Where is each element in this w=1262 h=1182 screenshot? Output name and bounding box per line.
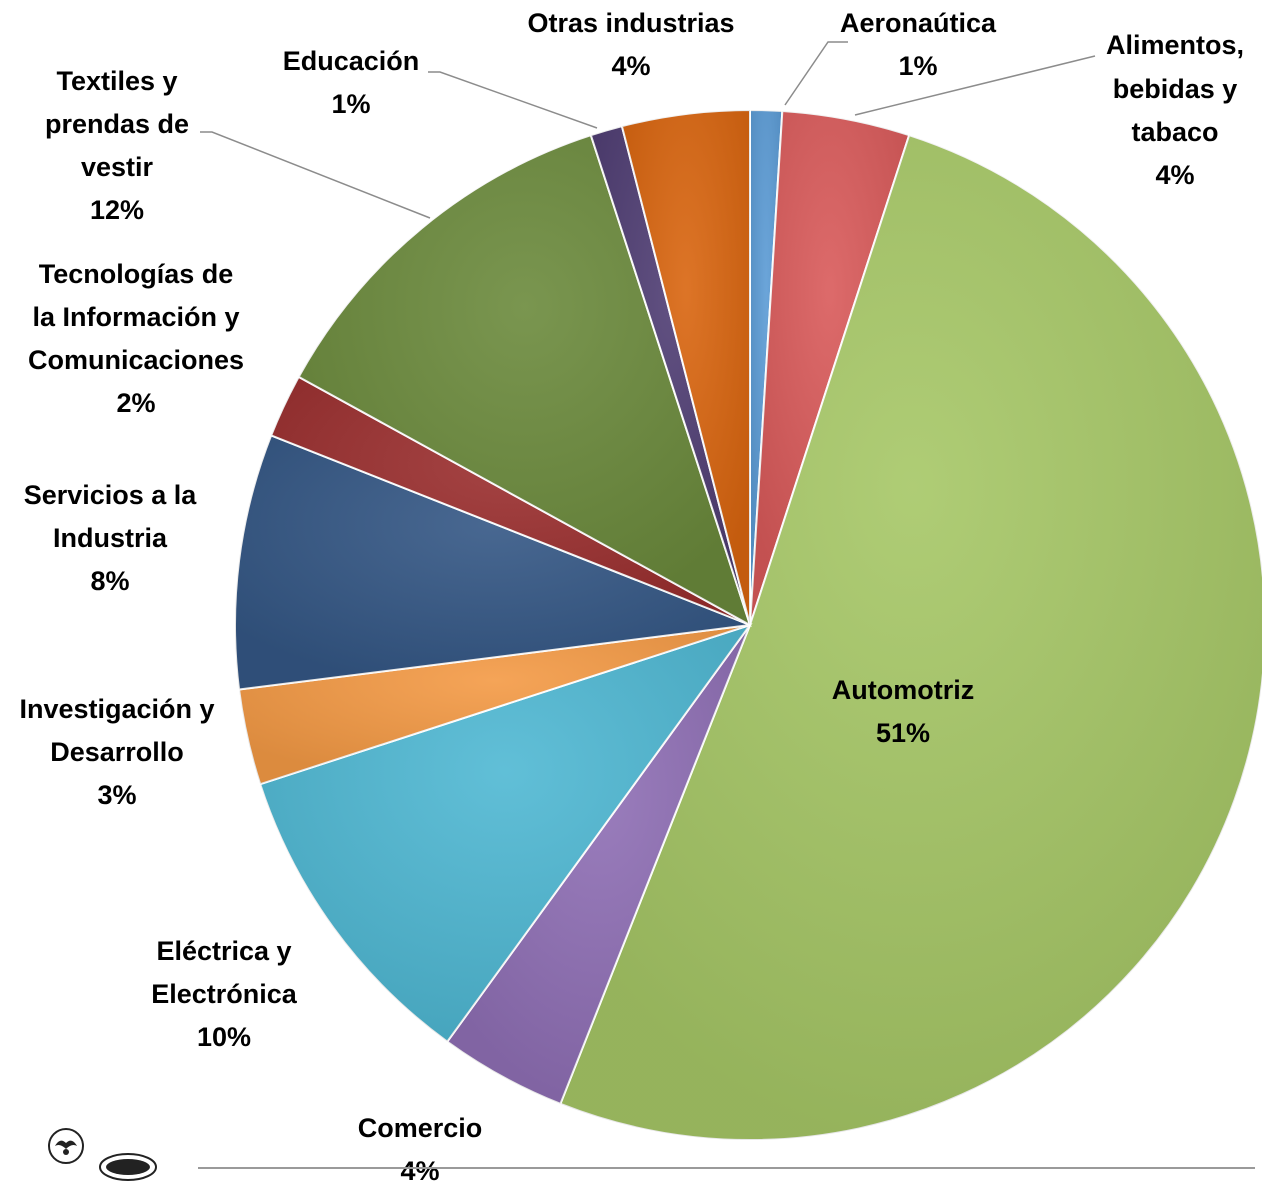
data-label-investigacion-y-desarrollo: Investigación y Desarrollo 3% [19,694,214,810]
data-label-tecnologias-de-la-informacion-y-comunicaciones: Tecnologías de la Información y Comunicaci… [28,259,244,418]
footer [48,1128,1255,1181]
pie-slices [234,108,1262,1142]
data-label-name: Automotriz [832,675,974,705]
data-label-aeronautica: Aeronaútica 1% [840,8,997,81]
pie-slice-shading-educacion [590,126,750,626]
leader-line-aeronautica [784,41,848,106]
data-label-percent: 8% [90,566,129,596]
data-label-name: Otras industrias [527,8,734,38]
data-label-name: Investigación y Desarrollo [19,694,214,767]
data-labels: Aeronaútica 1% Alimentos, bebidas y tabaco 4%… [19,8,1244,1182]
data-label-percent: 3% [97,780,136,810]
data-label-percent: 10% [197,1022,251,1052]
label-leader-lines [200,41,1096,219]
data-label-alimentos-bebidas-y-tabaco: Alimentos, bebidas y tabaco 4% [1106,30,1244,190]
pie-slice-shading-otras-industrias [621,110,750,625]
data-label-percent: 4% [611,51,650,81]
pie-slice-shading-comercio [447,625,750,1104]
data-label-automotriz: Automotriz 51% [832,675,974,748]
anar-logo [99,1153,157,1181]
data-label-name: Educación [283,46,420,76]
leader-line-alimentos-bebidas-y-tabaco [854,55,1096,116]
data-label-name: Textiles y prendas de vestir [45,66,189,182]
pie-slice-shading-tecnologias-de-la-informacion-y-comunicaciones [271,376,750,625]
data-label-percent: 51% [876,718,930,748]
leader-line-educacion [428,71,598,129]
pie-slice-shading-automotriz [560,135,1262,1141]
pie-slice-shading-investigacion-y-desarrollo [239,625,750,785]
data-label-name: Aeronaútica [840,8,997,38]
data-label-percent: 1% [331,89,370,119]
data-label-electrica-y-electronica: Eléctrica y Electrónica 10% [151,936,298,1052]
data-label-otras-industrias: Otras industrias 4% [527,8,734,81]
data-label-name: Servicios a la Industria [24,480,198,553]
data-label-percent: 4% [1155,160,1194,190]
data-label-percent: 2% [116,388,155,418]
pie-slice-shading-servicios-a-la-industria [235,435,750,690]
data-label-textiles-y-prendas-de-vestir: Textiles y prendas de vestir 12% [45,66,189,225]
leader-line-textiles-y-prendas-de-vestir [200,131,431,219]
data-label-name: Comercio [358,1113,483,1143]
data-label-name: Alimentos, bebidas y tabaco [1106,30,1244,147]
data-label-name: Tecnologías de la Información y Comunicaci… [28,259,244,375]
eagle-seal-logo [48,1128,84,1164]
pie-slice-shading-alimentos-bebidas-y-tabaco [750,111,910,625]
data-label-percent: 12% [90,195,144,225]
data-label-servicios-a-la-industria: Servicios a la Industria 8% [24,480,198,596]
pie-slice-shading-textiles-y-prendas-de-vestir [298,135,750,625]
data-label-educacion: Educación 1% [283,46,420,119]
data-label-name: Eléctrica y Electrónica [151,936,298,1009]
pie-slice-shading-electrica-y-electronica [260,625,750,1042]
data-label-percent: 1% [898,51,937,81]
